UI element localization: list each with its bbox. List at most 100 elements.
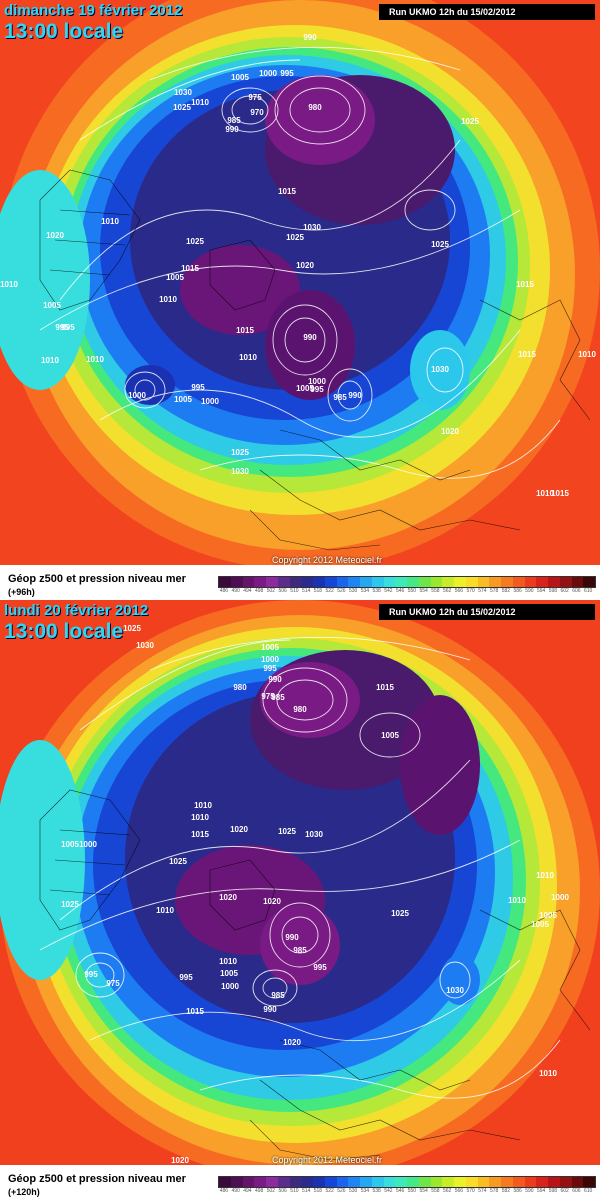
isobar-value-label: 980	[293, 705, 307, 714]
scale-tick-label: 590	[525, 588, 534, 594]
scale-tick-label: 582	[501, 1188, 511, 1194]
scale-swatch	[383, 577, 396, 587]
isobar-value-label: 1030	[305, 830, 323, 839]
scale-swatch	[559, 1177, 572, 1187]
isobar-value-label: 1005	[43, 301, 61, 310]
scale-swatch	[266, 1177, 278, 1187]
scale-tick-label: 566	[454, 1188, 464, 1194]
scale-tick-label: 586	[513, 588, 522, 594]
scale-swatch	[501, 1177, 513, 1187]
scale-tick-label: 506	[278, 1188, 287, 1194]
isobar-value-label: 990	[268, 675, 282, 684]
isobar-value-label: 990	[225, 125, 239, 134]
isobar-value-label: 1000	[551, 893, 569, 902]
scale-tick-label: 586	[513, 1188, 522, 1194]
scale-tick-label: 506	[278, 588, 287, 594]
isobar-value-label: 1015	[518, 350, 536, 359]
isobar-value-label: 1015	[191, 830, 209, 839]
scale-swatch	[395, 577, 407, 587]
scale-tick-label: 494	[243, 1188, 252, 1194]
scale-swatch	[383, 1177, 396, 1187]
isobar-value-label: 1030	[303, 223, 321, 232]
isobar-value-label: 970	[250, 108, 264, 117]
isobar-value-label: 1005	[220, 969, 238, 978]
scale-swatch	[313, 1177, 325, 1187]
isobar-value-label: 975	[248, 93, 262, 102]
scale-swatch	[465, 1177, 478, 1187]
isobar-value-label: 995	[84, 970, 98, 979]
scale-swatch	[360, 1177, 372, 1187]
isobar-value-label: 1005	[539, 911, 557, 920]
scale-swatch	[371, 577, 384, 587]
scale-swatch	[395, 1177, 407, 1187]
scale-swatch	[571, 577, 584, 587]
forecast-panel-1: 990 1005 1000 995 975 970 985 990 980 1030 1010 102…	[0, 0, 600, 597]
scale-tick-label: 494	[243, 588, 252, 594]
scale-tick-label: 490	[231, 1188, 240, 1194]
isobar-value-label: 1025	[231, 448, 249, 457]
isobar-value-label: 1010	[239, 353, 257, 362]
scale-tick-label: 510	[290, 588, 299, 594]
scale-swatch	[348, 1177, 360, 1187]
isobar-value-label: 1020	[171, 1156, 189, 1165]
isobar-value-label: 1010	[0, 280, 18, 289]
copyright-label: Copyright 2012 Meteociel.fr	[272, 555, 383, 565]
scale-tick-label: 562	[442, 1188, 452, 1194]
scale-tick-label: 486	[219, 588, 229, 594]
scale-tick-label: 522	[325, 588, 334, 594]
isobar-value-label: 995	[191, 383, 205, 392]
isobar-value-label: 1000	[259, 69, 277, 78]
isobar-value-label: 1020	[219, 893, 237, 902]
scale-swatch	[219, 1177, 231, 1187]
scale-tick-label: 610	[583, 588, 593, 594]
scale-swatch	[242, 1177, 255, 1187]
isobar-value-label: 1020	[283, 1038, 301, 1047]
isobar-value-label: 1010	[508, 896, 526, 905]
scale-swatch	[583, 577, 595, 587]
scale-tick-label: 594	[536, 1188, 546, 1194]
isobar-value-label: 990	[303, 333, 317, 342]
scale-tick-label: 582	[501, 588, 511, 594]
scale-swatch	[266, 577, 278, 587]
isobar-value-label: 1015	[376, 683, 394, 692]
scale-swatch	[277, 1177, 290, 1187]
scale-tick-label: 606	[572, 588, 581, 594]
scale-swatch	[442, 1177, 454, 1187]
forecast-lead-time: (+120h)	[8, 1187, 40, 1197]
scale-tick-label: 606	[572, 1188, 581, 1194]
isobar-value-label: 1015	[551, 489, 569, 498]
scale-swatch	[418, 1177, 431, 1187]
isobar-value-label: 995	[55, 323, 69, 332]
scale-tick-label: 574	[478, 1188, 487, 1194]
isobar-value-label: 1010	[539, 1069, 557, 1078]
isobar-value-label: 1015	[278, 187, 296, 196]
scale-tick-label: 486	[219, 1188, 229, 1194]
forecast-local-time: 13:00 locale	[4, 620, 124, 643]
isobar-value-label: 1005	[231, 73, 249, 82]
model-run-label: Run UKMO 12h du 15/02/2012	[379, 4, 595, 20]
scale-swatch	[430, 577, 443, 587]
scale-swatch	[407, 1177, 419, 1187]
scale-swatch	[489, 577, 501, 587]
isobar-value-label: 1010	[86, 355, 104, 364]
scale-swatch	[360, 577, 372, 587]
scale-swatch	[324, 1177, 337, 1187]
scale-swatch	[277, 577, 290, 587]
scale-tick-label: 490	[231, 588, 240, 594]
scale-swatch	[465, 577, 478, 587]
scale-tick-label: 498	[254, 1188, 264, 1194]
scale-tick-label: 538	[372, 1188, 381, 1194]
scale-swatch	[430, 1177, 443, 1187]
isobar-value-label: 1025	[61, 900, 79, 909]
isobar-value-label: 1000	[308, 377, 326, 386]
scale-tick-label: 574	[478, 588, 487, 594]
isobar-value-label: 1015	[181, 264, 199, 273]
scale-swatch	[536, 577, 548, 587]
scale-swatch	[524, 1177, 537, 1187]
forecast-lead-time: (+96h)	[8, 587, 35, 597]
isobar-value-label: 1025	[431, 240, 449, 249]
scale-swatch	[454, 577, 466, 587]
scale-swatch	[454, 1177, 466, 1187]
scale-tick-label: 602	[560, 1188, 569, 1194]
